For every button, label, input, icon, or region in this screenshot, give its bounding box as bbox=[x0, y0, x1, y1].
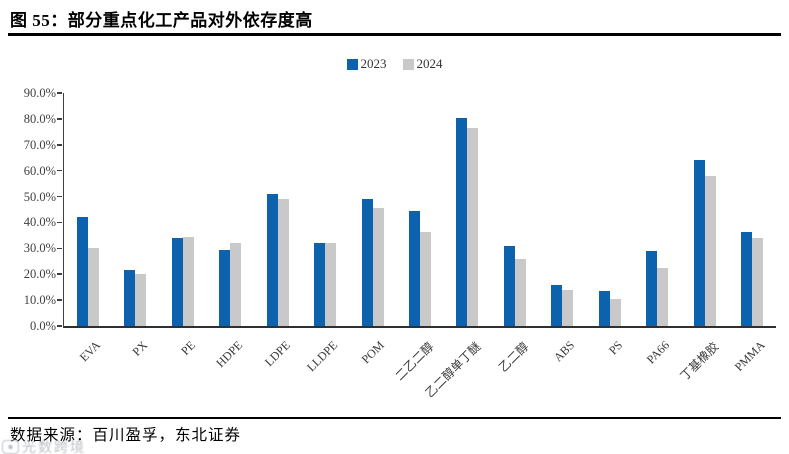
bar-group-LDPE bbox=[254, 194, 301, 326]
bar-group-乙二醇单丁醚 bbox=[444, 117, 491, 326]
x-axis-label: LLDPE bbox=[303, 338, 340, 375]
y-axis-tick bbox=[57, 118, 62, 120]
x-axis-label: LDPE bbox=[261, 338, 293, 370]
bar-groups bbox=[64, 93, 776, 326]
legend-label: 2024 bbox=[416, 56, 443, 71]
x-axis-label: POM bbox=[359, 338, 388, 367]
bar-group-PA66 bbox=[634, 250, 681, 326]
bar-2024-ABS bbox=[562, 289, 574, 326]
x-axis-label: HDPE bbox=[212, 338, 245, 371]
y-axis-label: 70.0% bbox=[23, 137, 56, 152]
y-axis-label: 50.0% bbox=[23, 189, 56, 204]
y-axis-tick bbox=[57, 169, 62, 172]
y-axis-tick bbox=[57, 221, 62, 224]
bar-2024-丁基橡胶 bbox=[704, 175, 716, 326]
bar-2023-HDPE bbox=[219, 249, 231, 326]
footer-divider bbox=[8, 417, 781, 419]
x-axis-label: PA66 bbox=[643, 338, 673, 367]
y-axis-tick bbox=[57, 273, 62, 275]
y-axis-tick bbox=[57, 144, 62, 146]
bar-2023-乙二醇 bbox=[503, 245, 515, 326]
x-axis-label: PE bbox=[177, 338, 198, 358]
title-divider bbox=[8, 33, 781, 36]
bar-group-ABS bbox=[539, 284, 586, 326]
x-axis-label: ABS bbox=[550, 338, 578, 365]
bar-group-EVA bbox=[64, 217, 111, 326]
y-axis-label: 0.0% bbox=[29, 319, 56, 333]
bar-group-乙二醇 bbox=[491, 245, 538, 326]
figure-title: 图 55：部分重点化工产品对外依存度高 bbox=[10, 11, 313, 30]
bar-2024-乙二醇单丁醚 bbox=[467, 128, 479, 326]
bar-2024-二乙二醇 bbox=[420, 231, 432, 326]
bar-2024-PE bbox=[182, 236, 194, 326]
bar-group-PX bbox=[111, 270, 158, 326]
y-axis-label: 90.0% bbox=[23, 86, 56, 100]
y-axis-tick bbox=[57, 325, 62, 327]
bar-2023-EVA bbox=[76, 217, 88, 326]
bar-2024-PS bbox=[609, 298, 621, 326]
legend-item-2024: 2024 bbox=[402, 56, 443, 72]
bar-2024-POM bbox=[372, 208, 384, 326]
y-axis-tick bbox=[57, 299, 62, 301]
x-axis-label: PMMA bbox=[731, 338, 768, 374]
y-axis-label: 40.0% bbox=[23, 215, 56, 230]
bar-2023-丁基橡胶 bbox=[693, 160, 705, 326]
chart-legend: 2023 2024 bbox=[0, 56, 789, 72]
bar-2023-PE bbox=[171, 238, 183, 326]
y-axis-labels: 0.0% 10.0% 20.0% 30.0% 40.0% 50.0% 60.0% 70.0% 8… bbox=[0, 86, 56, 333]
y-axis-tick bbox=[57, 195, 62, 198]
bar-2023-PA66 bbox=[646, 250, 658, 326]
bar-group-PS bbox=[586, 291, 633, 326]
x-axis-label: 二乙二醇 bbox=[392, 339, 437, 384]
bar-2024-PA66 bbox=[657, 267, 669, 326]
bar-2024-乙二醇 bbox=[514, 258, 526, 326]
bar-2024-HDPE bbox=[230, 243, 242, 326]
bar-2024-EVA bbox=[87, 248, 99, 326]
bar-2023-乙二醇单丁醚 bbox=[456, 117, 468, 326]
bar-2024-PX bbox=[135, 274, 147, 326]
y-axis-label: 80.0% bbox=[23, 111, 56, 126]
bar-2023-PX bbox=[124, 270, 136, 326]
bar-2023-LLDPE bbox=[314, 243, 326, 326]
bar-group-PE bbox=[159, 236, 206, 326]
bar-group-PMMA bbox=[729, 231, 776, 326]
x-axis-labels: EVA PX PE HDPE LDPE LLDPE POM 二乙二醇 乙二醇单丁醚 乙二醇 ABS P… bbox=[63, 330, 775, 408]
x-axis-label: 丁基橡胶 bbox=[677, 339, 722, 384]
bar-2023-ABS bbox=[551, 284, 563, 326]
legend-swatch bbox=[402, 58, 414, 70]
bar-group-二乙二醇 bbox=[396, 210, 443, 326]
bar-group-LLDPE bbox=[301, 243, 348, 326]
y-axis-tick bbox=[57, 247, 62, 250]
y-axis-label: 30.0% bbox=[23, 241, 56, 256]
plot-area bbox=[57, 92, 776, 328]
bar-group-丁基橡胶 bbox=[681, 160, 728, 326]
x-axis-label: 乙二醇 bbox=[495, 339, 532, 375]
legend-swatch bbox=[346, 58, 358, 70]
x-axis-label: PX bbox=[129, 338, 151, 359]
bar-group-HDPE bbox=[206, 243, 253, 326]
bar-2023-PMMA bbox=[741, 231, 753, 326]
bar-2023-PS bbox=[598, 291, 610, 326]
x-axis-label: PS bbox=[605, 338, 625, 358]
bar-group-POM bbox=[349, 199, 396, 326]
legend-item-2023: 2023 bbox=[346, 56, 387, 72]
source-note: 数据来源：百川盈孚，东北证券 bbox=[10, 427, 242, 444]
y-axis-label: 10.0% bbox=[23, 293, 56, 308]
legend-label: 2023 bbox=[360, 56, 387, 71]
bar-2023-LDPE bbox=[266, 194, 278, 326]
y-axis-tick bbox=[57, 92, 62, 94]
y-axis-label: 20.0% bbox=[23, 267, 56, 282]
bar-2024-LDPE bbox=[277, 199, 289, 326]
bar-2024-LLDPE bbox=[325, 243, 337, 326]
bar-2024-PMMA bbox=[752, 238, 764, 326]
bar-2023-POM bbox=[361, 199, 373, 326]
y-axis-label: 60.0% bbox=[23, 163, 56, 178]
x-axis-label: EVA bbox=[76, 338, 103, 365]
bar-2023-二乙二醇 bbox=[409, 210, 421, 326]
